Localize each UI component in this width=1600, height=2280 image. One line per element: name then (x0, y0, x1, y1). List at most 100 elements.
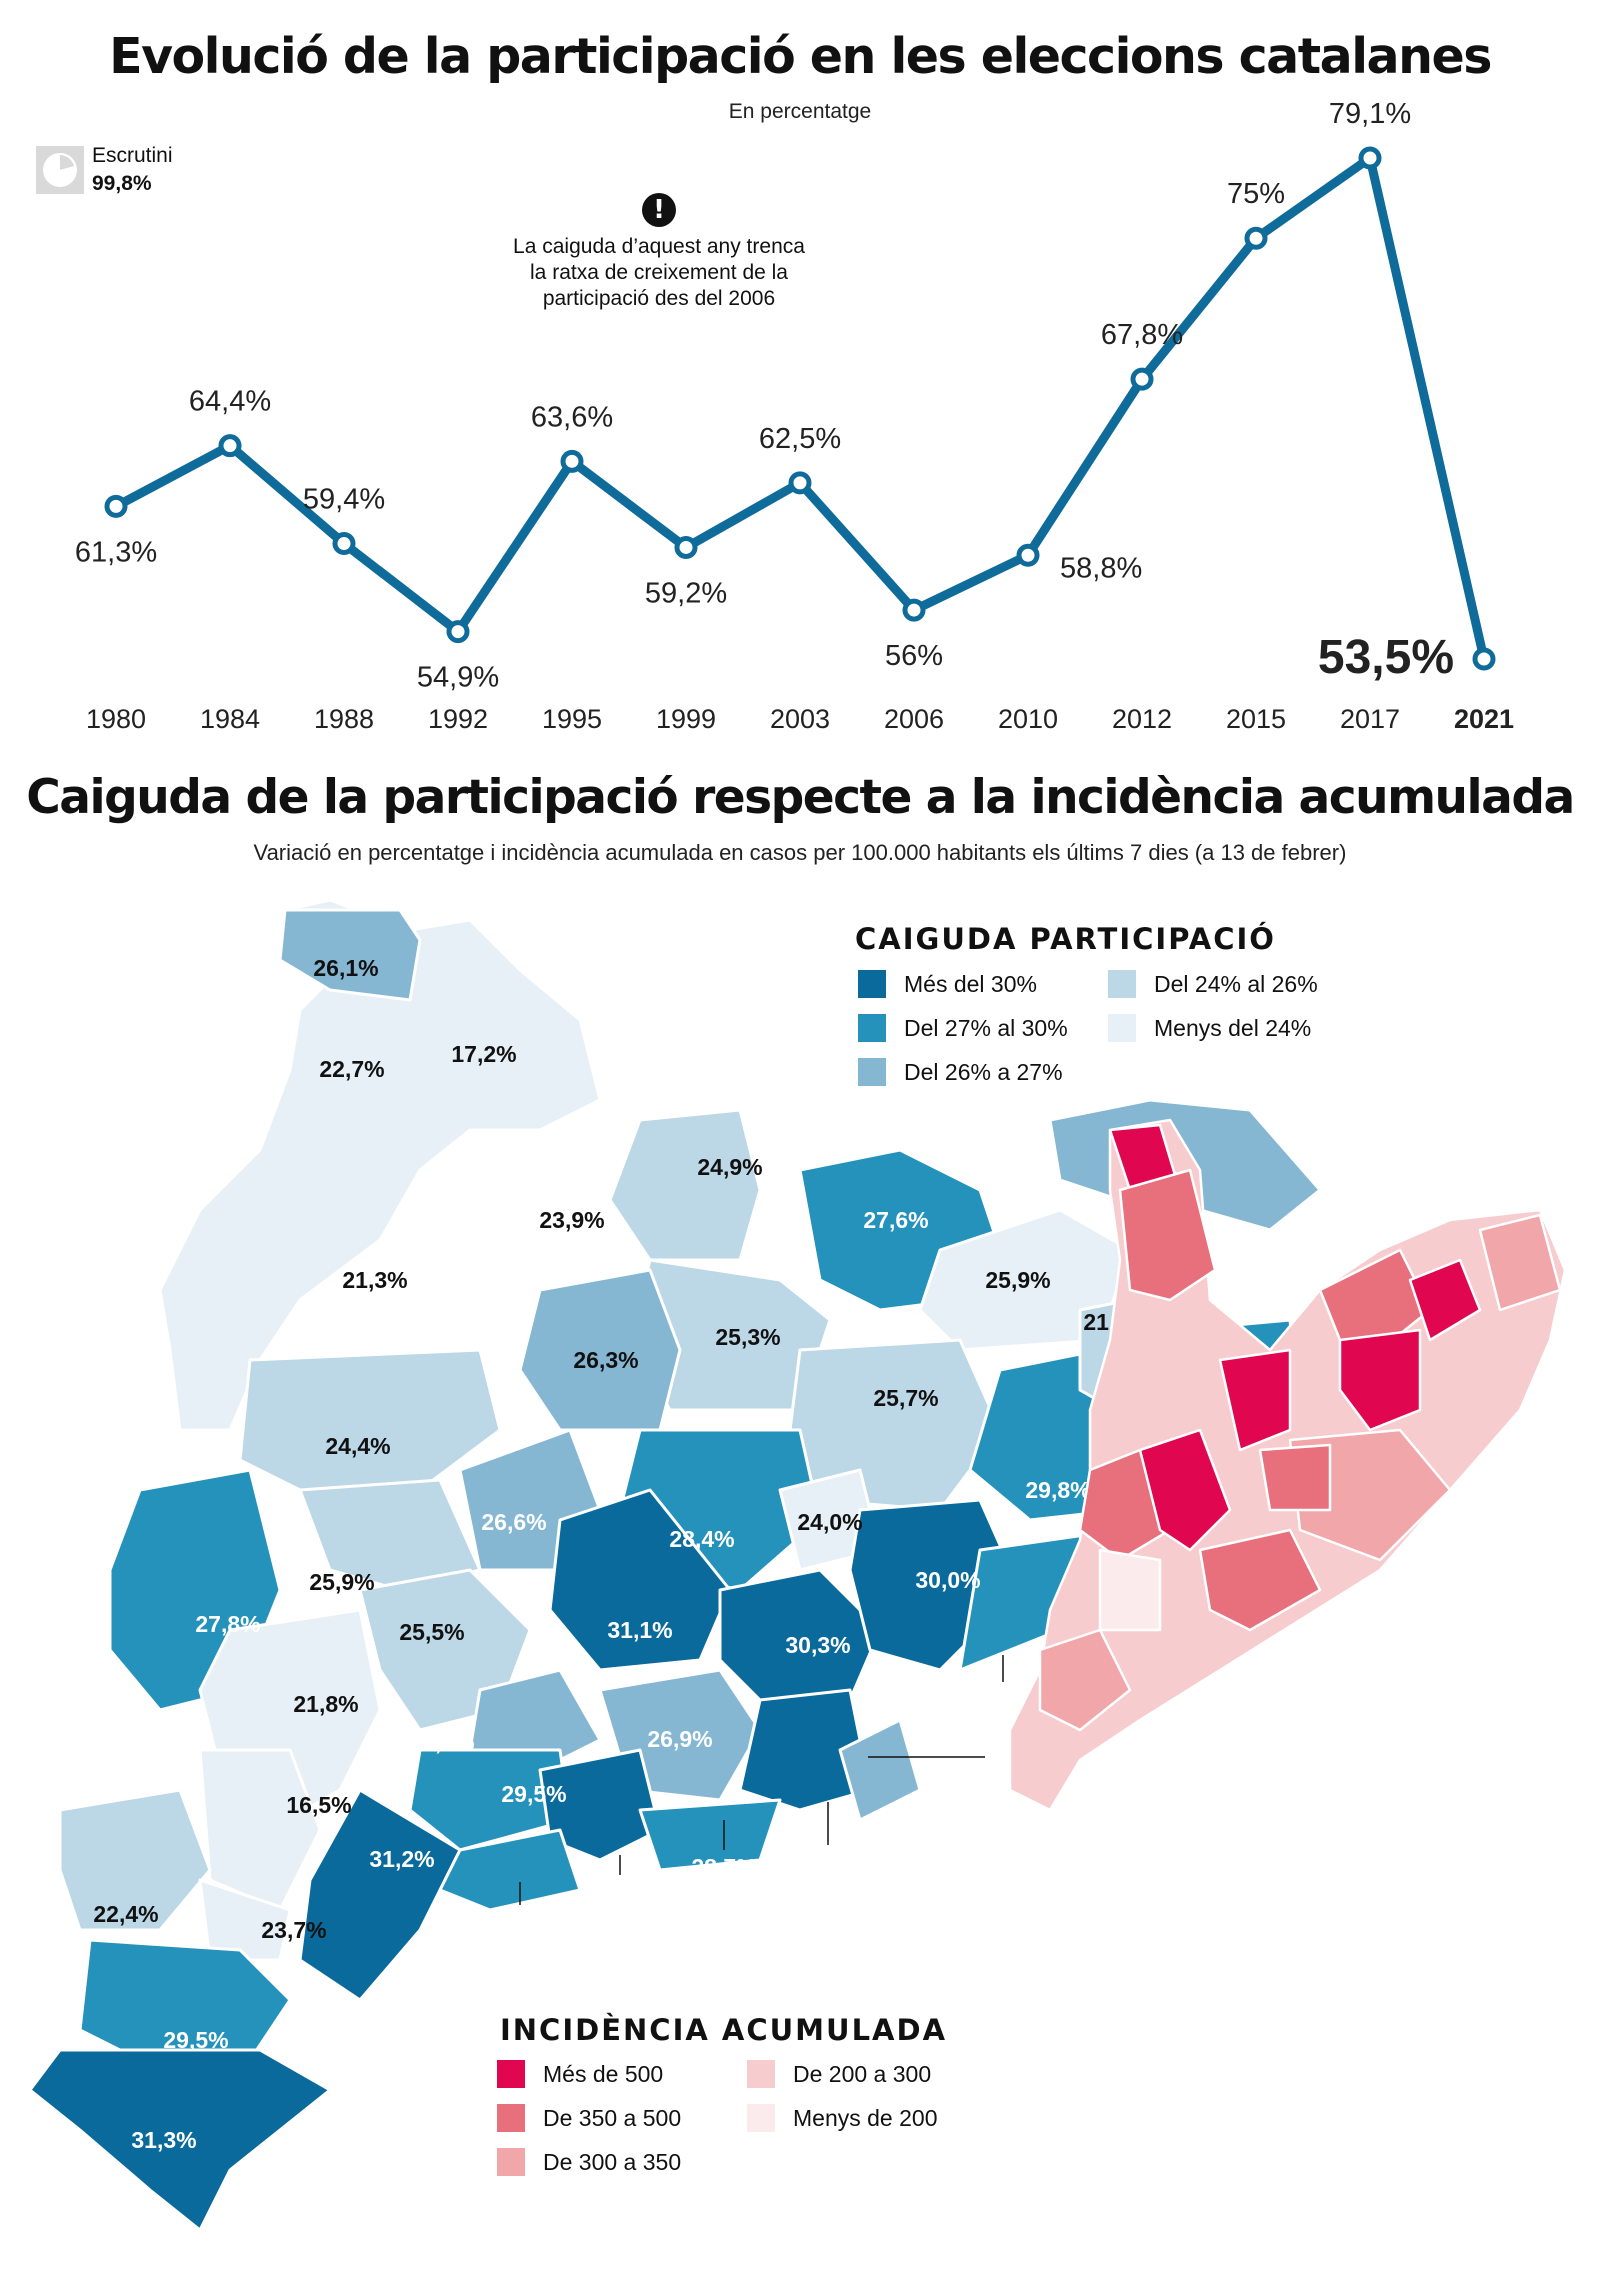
data-label: 67,8% (1101, 319, 1183, 351)
x-tick-label: 1988 (314, 704, 374, 734)
participation-line-chart: 61,3% 64,4% 59,4% 54,9% 63,6% 59,2% 62,5% 56% 58… (75, 98, 1514, 734)
data-label: 56% (885, 640, 943, 672)
comarca-label: 16,5% (286, 1792, 351, 1818)
legend-swatch (1108, 1014, 1136, 1042)
x-tick-label: 2015 (1226, 704, 1286, 734)
participation-map: 26,1%22,7%17,2%24,9%27,6%26,5%23,9%21,3%… (28, 898, 1567, 2232)
comarca-label: 31,2% (369, 1846, 434, 1872)
comarca-label: 26,9% (647, 1726, 712, 1752)
legend-swatch (497, 2104, 525, 2132)
comarca-label: 26,9% (409, 1729, 474, 1755)
legend-label: De 200 a 300 (793, 2060, 932, 2087)
legend-label: De 300 a 350 (543, 2148, 682, 2175)
data-label: 61,3% (75, 536, 157, 568)
comarca-label: 21,3% (342, 1267, 407, 1293)
comarca-label: 29,8% (1025, 1477, 1090, 1503)
data-label: 59,2% (645, 577, 727, 609)
x-tick-label: 1984 (200, 704, 260, 734)
comarca-label: 24,0% (797, 1509, 862, 1535)
data-label: 75% (1227, 178, 1285, 210)
data-label: 62,5% (759, 423, 841, 455)
comarca-label: 28,4% (669, 1526, 734, 1552)
data-point (1472, 647, 1496, 671)
data-label: 79,1% (1329, 98, 1411, 130)
comarca-label: 25,9% (309, 1569, 374, 1595)
comarca-label: 25,5% (399, 1619, 464, 1645)
data-point (332, 532, 356, 556)
comarca-label: 25,9% (985, 1267, 1050, 1293)
comarca-label: 29,5% (163, 2027, 228, 2053)
comarca-label: 23,7% (261, 1917, 326, 1943)
comarca-label: 22,7% (319, 1056, 384, 1082)
data-point (1130, 367, 1154, 391)
legend-swatch (858, 970, 886, 998)
pie-clock-icon (36, 146, 84, 194)
legend-incidence-title: INCIDÈNCIA ACUMULADA (500, 2013, 948, 2047)
annotation-line: La caiguda d’aquest any trenca (513, 235, 805, 258)
legend-label: Menys del 24% (1154, 1014, 1312, 1041)
legend-swatch (747, 2060, 775, 2088)
map-title: Caiguda de la participació respecte a la… (26, 770, 1575, 825)
comarca-label: 30,3% (785, 1632, 850, 1658)
map-subtitle: Variació en percentatge i incidència acu… (253, 840, 1347, 865)
data-point (1016, 543, 1040, 567)
comarca-label: 24,9% (697, 1154, 762, 1180)
legend-participation: Més del 30% Del 27% al 30% Del 26% a 27%… (858, 970, 1378, 1100)
legend-item: Del 24% al 26% (1108, 970, 1318, 998)
legend-label: Menys de 200 (793, 2104, 938, 2131)
comarca-label: 24,4% (325, 1433, 390, 1459)
legend-swatch (1108, 970, 1136, 998)
legend-participation-title: CAIGUDA PARTICIPACIÓ (855, 922, 1276, 956)
alert-icon: ! (642, 193, 676, 227)
comarca-label: 27,6% (863, 1207, 928, 1233)
comarca-label: 22,4% (93, 1901, 158, 1927)
data-point (674, 535, 698, 559)
legend-swatch (747, 2104, 775, 2132)
data-point (218, 434, 242, 458)
x-tick-label: 2017 (1340, 704, 1400, 734)
annotation-line: participació des del 2006 (542, 287, 776, 310)
escrutini-label: Escrutini (92, 144, 173, 167)
comarca-label: 29,5% (501, 1781, 566, 1807)
comarca-label: 32,3% (587, 1881, 652, 1907)
data-point (1244, 226, 1268, 250)
comarca-label: 26,3% (573, 1347, 638, 1373)
x-tick-label: 2010 (998, 704, 1058, 734)
x-tick-label: 1992 (428, 704, 488, 734)
data-label: 59,4% (303, 484, 385, 516)
data-point (446, 620, 470, 644)
legend-item: De 300 a 350 (497, 2148, 681, 2176)
legend-label: Més de 500 (543, 2060, 664, 2087)
legend-label: Del 26% a 27% (904, 1058, 1063, 1085)
legend-incidence: Més de 500 De 350 a 500 De 300 a 350 De … (497, 2060, 1017, 2190)
legend-item: Menys de 200 (747, 2104, 937, 2132)
comarca-label: 30,0% (915, 1567, 980, 1593)
legend-item: Menys del 24% (1108, 1014, 1311, 1042)
legend-label: De 350 a 500 (543, 2104, 682, 2131)
x-tick-label: 1999 (656, 704, 716, 734)
comarca-label: 29,8% (485, 1915, 550, 1941)
data-point (788, 471, 812, 495)
x-tick-label: 1995 (542, 704, 602, 734)
data-point (902, 598, 926, 622)
x-tick-label: 2006 (884, 704, 944, 734)
catalonia-participation-shape (28, 898, 1322, 2232)
series-line (111, 153, 1489, 664)
data-label: 53,5% (1318, 631, 1454, 684)
comarca-label: 30,7% (795, 1849, 860, 1875)
comarca-label: 25,7% (873, 1385, 938, 1411)
data-label: 54,9% (417, 662, 499, 694)
x-tick-label: 2003 (770, 704, 830, 734)
chart-title: Evolució de la participació en les elecc… (109, 28, 1492, 85)
comarca-label: 31,3% (131, 2127, 196, 2153)
legend-label: Més del 30% (904, 970, 1037, 997)
x-tick-label: 2021 (1454, 704, 1514, 734)
legend-label: Del 24% al 26% (1154, 970, 1318, 997)
comarca-label: 26,1% (313, 955, 378, 981)
legend-item: Del 27% al 30% (858, 1014, 1068, 1042)
comarca-label: 27,8% (195, 1611, 260, 1637)
x-tick-label: 2012 (1112, 704, 1172, 734)
comarca-label: 21,8% (293, 1691, 358, 1717)
data-point (560, 449, 584, 473)
legend-swatch (497, 2060, 525, 2088)
